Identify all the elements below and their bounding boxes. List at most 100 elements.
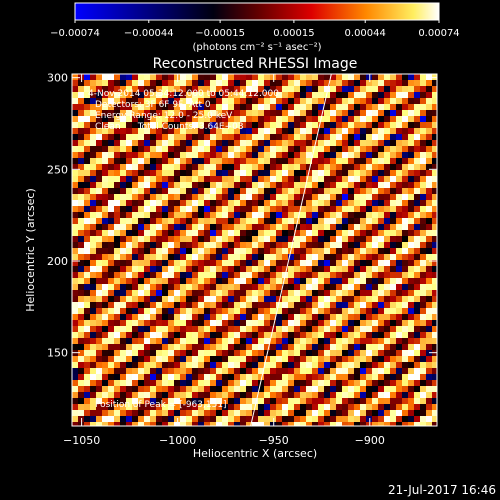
heatmap-cell [114, 188, 120, 194]
heatmap-cell [120, 356, 126, 362]
heatmap-cell [336, 242, 342, 248]
heatmap-cell [366, 332, 372, 338]
heatmap-cell [306, 308, 312, 314]
heatmap-cell [228, 200, 234, 206]
heatmap-cell [186, 404, 192, 410]
heatmap-cell [168, 230, 174, 236]
heatmap-cell [336, 128, 342, 134]
heatmap-cell [348, 278, 354, 284]
heatmap-cell [264, 356, 270, 362]
heatmap-cell [342, 170, 348, 176]
heatmap-cell [378, 248, 384, 254]
heatmap-cell [132, 272, 138, 278]
heatmap-cell [204, 266, 210, 272]
heatmap-cell [132, 98, 138, 104]
heatmap-cell [258, 224, 264, 230]
heatmap-cell [372, 302, 378, 308]
heatmap-cell [258, 356, 264, 362]
heatmap-cell [198, 386, 204, 392]
heatmap-cell [276, 104, 282, 110]
heatmap-cell [300, 212, 306, 218]
heatmap-cell [114, 230, 120, 236]
heatmap-cell [264, 284, 270, 290]
heatmap-cell [288, 242, 294, 248]
heatmap-cell [246, 278, 252, 284]
heatmap-cell [216, 194, 222, 200]
heatmap-cell [336, 260, 342, 266]
heatmap-cell [180, 128, 186, 134]
heatmap-cell [168, 128, 174, 134]
heatmap-cell [282, 290, 288, 296]
heatmap-cell [306, 176, 312, 182]
heatmap-cell [360, 404, 366, 410]
heatmap-cell [396, 188, 402, 194]
heatmap-cell [96, 254, 102, 260]
heatmap-cell [204, 386, 210, 392]
heatmap-cell [228, 344, 234, 350]
heatmap-cell [270, 146, 276, 152]
heatmap-cell [414, 344, 420, 350]
heatmap-cell [162, 194, 168, 200]
heatmap-cell [204, 158, 210, 164]
heatmap-cell [294, 326, 300, 332]
heatmap-cell [426, 380, 432, 386]
heatmap-cell [174, 338, 180, 344]
heatmap-cell [294, 404, 300, 410]
heatmap-cell [228, 212, 234, 218]
heatmap-cell [264, 74, 270, 80]
heatmap-cell [120, 224, 126, 230]
heatmap-cell [246, 200, 252, 206]
heatmap-cell [366, 230, 372, 236]
heatmap-cell [258, 404, 264, 410]
heatmap-cell [168, 146, 174, 152]
heatmap-cell [306, 182, 312, 188]
heatmap-cell [96, 278, 102, 284]
heatmap-cell [360, 104, 366, 110]
heatmap-cell [342, 176, 348, 182]
heatmap-cell [222, 308, 228, 314]
heatmap-cell [318, 362, 324, 368]
heatmap-cell [294, 92, 300, 98]
heatmap-cell [162, 290, 168, 296]
heatmap-cell [306, 260, 312, 266]
heatmap-cell [336, 278, 342, 284]
heatmap-cell [426, 122, 432, 128]
heatmap-cell [360, 296, 366, 302]
heatmap-cell [426, 290, 432, 296]
heatmap-cell [126, 116, 132, 122]
heatmap-cell [348, 296, 354, 302]
heatmap-cell [180, 266, 186, 272]
heatmap-cell [198, 218, 204, 224]
heatmap-cell [348, 326, 354, 332]
heatmap-cell [402, 134, 408, 140]
heatmap-cell [300, 362, 306, 368]
heatmap-cell [72, 188, 78, 194]
heatmap-cell [180, 140, 186, 146]
heatmap-cell [246, 206, 252, 212]
heatmap-cell [72, 416, 78, 422]
heatmap-cell [348, 242, 354, 248]
heatmap-cell [384, 278, 390, 284]
heatmap-cell [120, 308, 126, 314]
heatmap-cell [300, 338, 306, 344]
heatmap-cell [312, 110, 318, 116]
heatmap-cell [360, 158, 366, 164]
heatmap-cell [366, 74, 372, 80]
heatmap-cell [414, 326, 420, 332]
heatmap-cell [72, 140, 78, 146]
heatmap-cell [162, 236, 168, 242]
heatmap-cell [138, 248, 144, 254]
heatmap-cell [276, 176, 282, 182]
heatmap-cell [228, 236, 234, 242]
heatmap-cell [198, 176, 204, 182]
heatmap-cell [378, 134, 384, 140]
heatmap-cell [324, 314, 330, 320]
heatmap-cell [114, 314, 120, 320]
heatmap-cell [102, 104, 108, 110]
heatmap-cell [204, 110, 210, 116]
heatmap-cell [198, 326, 204, 332]
heatmap-cell [378, 314, 384, 320]
heatmap-cell [96, 398, 102, 404]
heatmap-cell [180, 170, 186, 176]
heatmap-cell [294, 290, 300, 296]
